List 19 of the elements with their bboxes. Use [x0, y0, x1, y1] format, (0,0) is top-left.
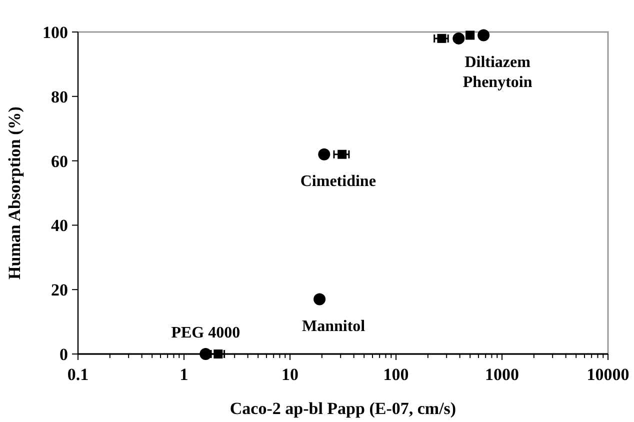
annotation: Mannitol [302, 318, 366, 335]
x-tick-label: 1000 [485, 365, 519, 384]
y-tick-label: 100 [42, 22, 68, 42]
x-tick-label: 100 [383, 365, 409, 384]
annotation: PEG 4000 [171, 324, 240, 342]
x-tick-label: 1 [180, 365, 188, 384]
y-tick-label: 20 [51, 280, 68, 300]
annotation: Cimetidine [300, 172, 376, 190]
x-tick-label: 0.1 [67, 365, 89, 384]
x-axis-title: Caco-2 ap-bl Papp (E-07, cm/s) [230, 399, 456, 418]
annotation: Diltiazem [464, 54, 532, 71]
x-tick-label: 10 [282, 365, 298, 384]
y-tick-label: 0 [60, 344, 68, 364]
y-tick-label: 40 [51, 216, 68, 236]
y-axis-title: Human Absorption (%) [5, 106, 24, 280]
annotation: Phenytoin [462, 74, 532, 91]
y-tick-label: 80 [51, 87, 68, 106]
x-tick-label: 10000 [586, 365, 630, 384]
y-tick-label: 60 [51, 152, 68, 171]
